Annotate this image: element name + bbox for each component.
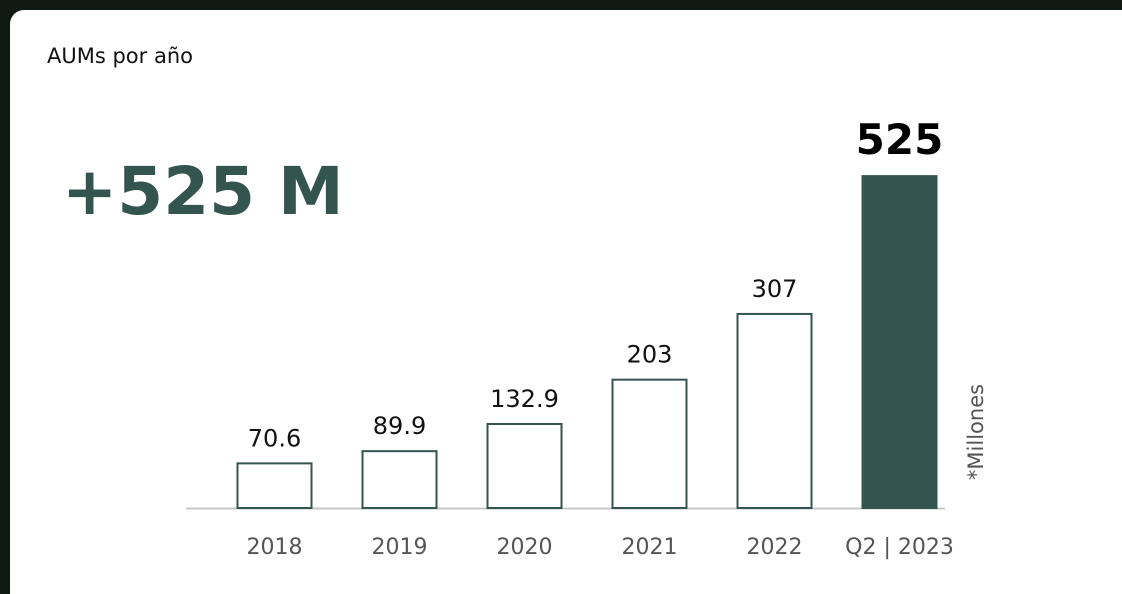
data-label: 203 xyxy=(627,341,673,369)
x-tick-label: 2022 xyxy=(747,535,803,560)
data-label: 70.6 xyxy=(248,424,301,452)
x-tick-label: 2018 xyxy=(247,535,303,560)
bar xyxy=(486,422,563,510)
x-tick-label: 2020 xyxy=(497,535,553,560)
data-label: 89.9 xyxy=(373,412,426,440)
card xyxy=(10,10,1122,594)
data-label: 307 xyxy=(752,275,798,303)
bar xyxy=(861,175,938,509)
data-label: 525 xyxy=(856,115,944,164)
unit-label: *Millones xyxy=(964,384,988,480)
annotation: +525 M xyxy=(62,153,344,230)
data-label: 132.9 xyxy=(490,385,559,413)
bar xyxy=(736,312,813,509)
bar xyxy=(361,450,438,509)
x-tick-label: Q2 | 2023 xyxy=(845,535,954,560)
x-tick-label: 2021 xyxy=(622,535,678,560)
x-tick-label: 2019 xyxy=(372,535,428,560)
bar xyxy=(611,378,688,509)
bar xyxy=(236,462,313,510)
chart-title: AUMs por año xyxy=(47,44,193,68)
